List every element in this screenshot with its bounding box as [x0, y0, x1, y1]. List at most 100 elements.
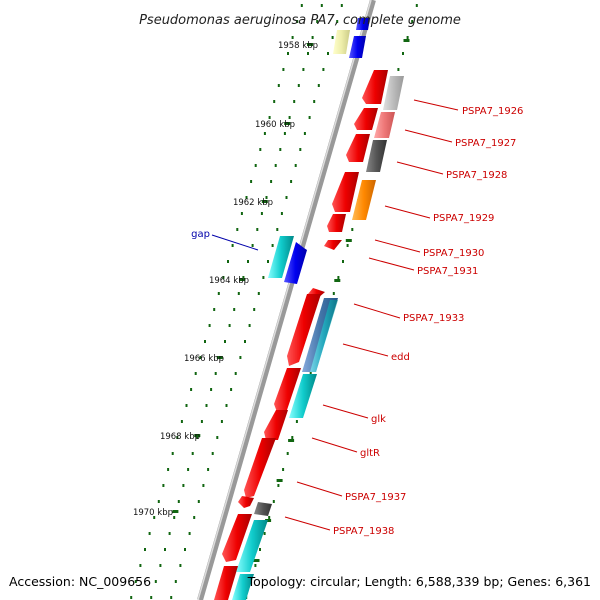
guide-dot	[256, 228, 259, 231]
scale-tick	[284, 122, 291, 125]
guide-dot	[316, 20, 319, 23]
guide-dot	[236, 228, 239, 231]
gene-label-pspa7-1933[interactable]: PSPA7_1933	[403, 313, 464, 324]
guide-dot	[184, 548, 186, 551]
guide-dot	[263, 532, 266, 535]
gene-feature-red	[238, 496, 254, 508]
guide-dot	[139, 564, 142, 567]
guide-dot	[204, 340, 206, 343]
gene-label-glk[interactable]: glk	[371, 414, 386, 425]
accession-text: Accession: NC_009656	[9, 574, 151, 589]
guide-dot	[268, 516, 271, 519]
guide-dot	[214, 372, 217, 375]
guide-dot	[176, 436, 179, 439]
guide-dot	[277, 84, 280, 87]
guide-dot	[259, 148, 262, 151]
guide-dot	[342, 260, 344, 263]
guide-dot	[311, 36, 314, 39]
guide-dot	[244, 340, 246, 343]
gene-label-pspa7-1926[interactable]: PSPA7_1926	[462, 106, 523, 117]
gene-label-pspa7-1927[interactable]: PSPA7_1927	[455, 138, 516, 149]
guide-dot	[262, 276, 265, 279]
guide-dot	[351, 228, 354, 231]
guide-dot	[171, 452, 174, 455]
guide-dot	[134, 580, 137, 583]
gene-label-gap[interactable]: gap	[191, 229, 210, 240]
guide-dot	[415, 4, 418, 7]
guide-dot	[297, 84, 300, 87]
guide-dot	[191, 452, 194, 455]
gene-label-pspa7-1929[interactable]: PSPA7_1929	[433, 213, 494, 224]
gene-feature-cyan	[232, 574, 254, 600]
gene-feature-cyan	[236, 520, 268, 572]
scale-tick	[239, 278, 246, 281]
guide-dot	[231, 244, 234, 247]
guide-dot	[228, 324, 231, 327]
guide-dot	[224, 340, 226, 343]
gene-feature-red	[332, 172, 359, 212]
guide-dot	[200, 420, 203, 423]
guide-dot	[294, 164, 297, 167]
guide-dot	[286, 452, 289, 455]
guide-dot	[174, 580, 177, 583]
guide-dot	[150, 596, 153, 599]
guide-dot	[237, 292, 240, 295]
guide-dot	[167, 468, 170, 471]
scale-tick	[253, 559, 260, 562]
guide-dot	[265, 196, 268, 199]
guide-dot	[234, 372, 237, 375]
guide-dot	[293, 100, 296, 103]
guide-dot	[199, 356, 202, 359]
guide-dot	[287, 52, 289, 55]
guide-dot	[162, 484, 165, 487]
gene-feature-red	[362, 70, 388, 104]
gene-feature-red	[354, 108, 378, 130]
scale-label: 1968 kbp	[160, 432, 200, 442]
gene-feature-blue	[284, 242, 307, 284]
scale-tick	[276, 479, 283, 482]
scale-label: 1970 kbp	[133, 508, 173, 518]
gene-feature-red	[214, 566, 238, 600]
leader-lines	[211, 99, 459, 531]
guide-dot	[180, 420, 183, 423]
gene-label-gltr[interactable]: gltR	[360, 448, 380, 459]
gene-label-pspa7-1937[interactable]: PSPA7_1937	[345, 492, 406, 503]
guide-dot	[225, 404, 228, 407]
scale-label: 1964 kbp	[209, 276, 249, 286]
gene-label-edd[interactable]: edd	[391, 352, 410, 363]
guide-dot	[299, 148, 302, 151]
guide-dot	[291, 36, 294, 39]
gene-feature-red	[346, 134, 370, 162]
guide-dot	[170, 596, 173, 599]
guide-dot	[276, 228, 279, 231]
guide-dot	[267, 260, 269, 263]
guide-dot	[208, 324, 211, 327]
gene-label-pspa7-1930[interactable]: PSPA7_1930	[423, 248, 484, 259]
guide-dot	[285, 196, 288, 199]
guide-dot	[250, 180, 253, 183]
gene-feature-cyan	[268, 236, 294, 278]
guide-dot	[271, 244, 274, 247]
guide-dot	[188, 532, 191, 535]
gene-label-pspa7-1928[interactable]: PSPA7_1928	[446, 170, 507, 181]
guide-dot	[251, 244, 254, 247]
topology-text: Topology: circular; Length: 6,588,339 bp…	[247, 574, 591, 589]
guide-dot	[177, 500, 180, 503]
gene-label-pspa7-1938[interactable]: PSPA7_1938	[333, 526, 394, 537]
gene-label-pspa7-1931[interactable]: PSPA7_1931	[417, 266, 478, 277]
gene-feature-gray	[383, 76, 404, 110]
guide-dot	[159, 564, 162, 567]
scale-label: 1958 kbp	[278, 41, 318, 51]
guide-dot	[239, 356, 242, 359]
guide-dot	[164, 548, 166, 551]
guide-dot	[302, 68, 305, 71]
gene-feature-red	[287, 294, 321, 366]
guide-dot	[279, 148, 282, 151]
scale-tick	[288, 439, 295, 442]
guide-dot	[233, 308, 236, 311]
guide-dot	[190, 388, 193, 391]
gene-feature-blue-top	[349, 36, 366, 58]
guide-dot	[173, 516, 176, 519]
scale-tick	[216, 356, 223, 359]
